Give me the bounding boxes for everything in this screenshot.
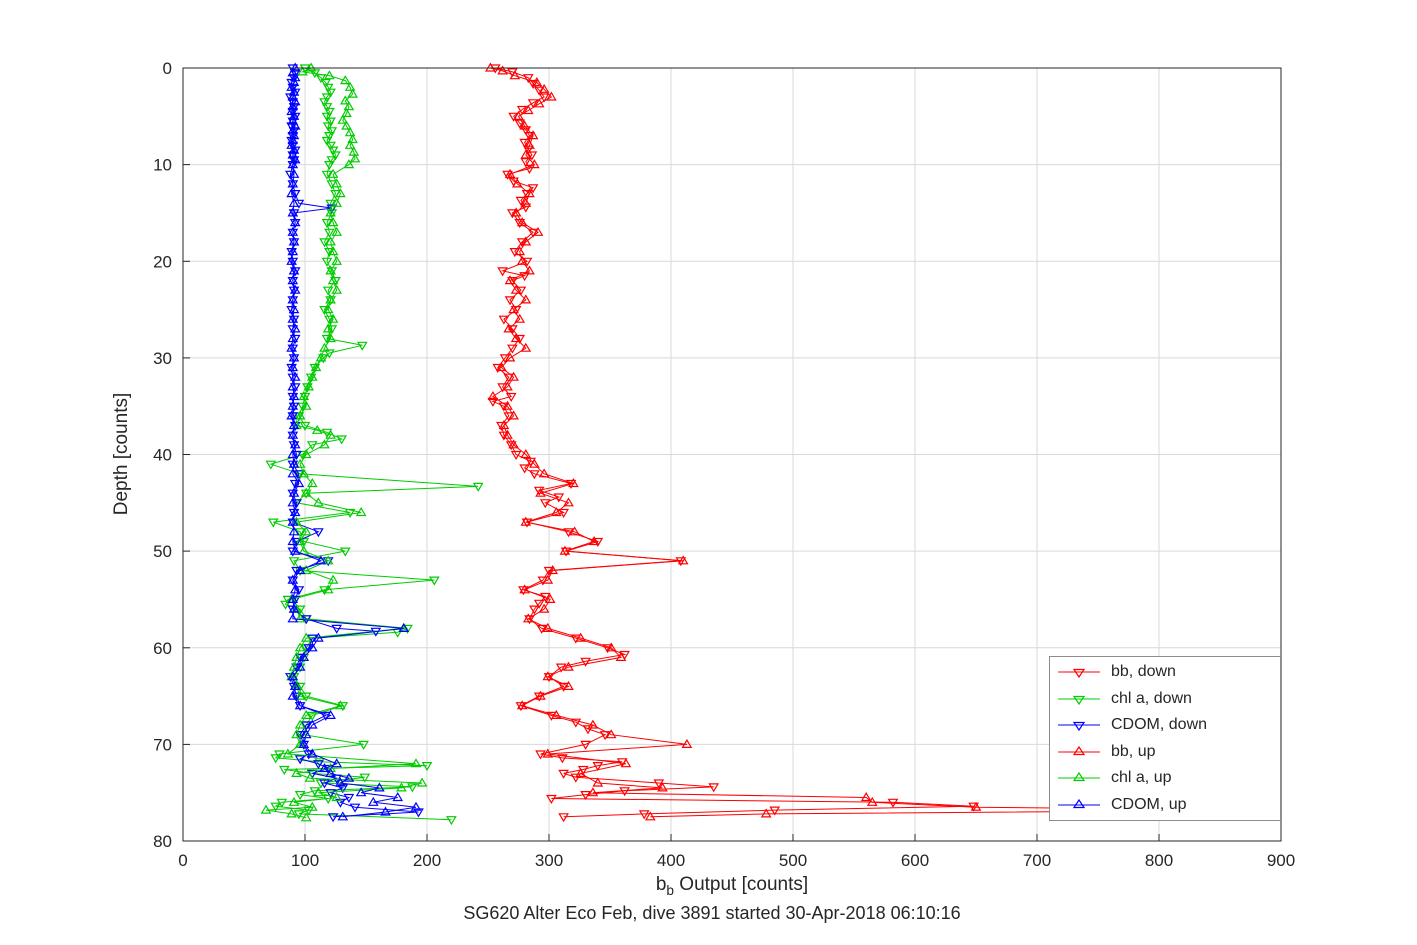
y-tick-label: 80 — [153, 832, 172, 851]
legend-item: chl a, down — [1050, 687, 1280, 711]
legend-label: chl a, down — [1111, 689, 1192, 707]
legend-item: bb, up — [1050, 740, 1280, 764]
legend-label: chl a, up — [1111, 769, 1172, 787]
x-tick-label: 800 — [1145, 851, 1173, 870]
x-axis-label-base: b — [655, 874, 667, 895]
series-bb-down — [487, 64, 979, 823]
legend-marker-triangle-up — [1058, 772, 1100, 782]
x-tick-label: 100 — [291, 851, 319, 870]
legend-marker-triangle-down — [1058, 722, 1100, 732]
legend: bb, down chl a, down CDOM, down bb, up chl a… — [1049, 656, 1281, 821]
x-tick-label: 700 — [1023, 851, 1051, 870]
x-tick-label: 300 — [535, 851, 563, 870]
legend-label: CDOM, up — [1111, 795, 1187, 813]
x-tick-label: 200 — [413, 851, 441, 870]
y-tick-label: 50 — [153, 542, 172, 561]
y-axis-label: Depth [counts] — [111, 392, 132, 516]
legend-label: bb, down — [1111, 663, 1176, 681]
y-tick-label: 70 — [153, 735, 172, 754]
x-axis-label-rest: Output [counts] — [674, 874, 809, 895]
x-axis-label-subscript: b — [666, 882, 675, 898]
legend-item: bb, down — [1050, 660, 1280, 684]
legend-item: CDOM, up — [1050, 793, 1280, 817]
y-tick-label: 60 — [153, 639, 172, 658]
axes: 0 100 200 300 400 500 600 700 800 900 0 10 20 30 40 50 6… — [153, 59, 1295, 870]
legend-marker-triangle-down — [1058, 669, 1100, 679]
y-tick-label: 40 — [153, 446, 172, 465]
y-tick-label: 0 — [163, 59, 172, 78]
legend-item: CDOM, down — [1050, 713, 1280, 737]
y-tick-label: 10 — [153, 156, 172, 175]
legend-label: CDOM, down — [1111, 716, 1208, 734]
series-bb-up — [485, 62, 1278, 821]
y-tick-label: 30 — [153, 349, 172, 368]
legend-marker-triangle-up — [1058, 798, 1100, 808]
legend-label: bb, up — [1111, 742, 1156, 760]
figure-title: SG620 Alter Eco Feb, dive 3891 started 3… — [463, 903, 961, 923]
y-tick-label: 20 — [153, 252, 172, 271]
legend-marker-triangle-down — [1058, 695, 1100, 705]
series-cdom-up — [286, 62, 422, 821]
x-tick-label: 900 — [1267, 851, 1295, 870]
legend-item: chl a, up — [1050, 766, 1280, 790]
x-tick-label: 500 — [779, 851, 807, 870]
x-tick-label: 600 — [901, 851, 929, 870]
legend-marker-triangle-up — [1058, 745, 1100, 755]
series-chl-a-down — [265, 64, 484, 826]
x-tick-label: 0 — [178, 851, 187, 870]
x-tick-label: 400 — [657, 851, 685, 870]
x-axis-label: bb Output [counts] — [656, 874, 808, 898]
series-chl-a-up — [260, 62, 428, 822]
